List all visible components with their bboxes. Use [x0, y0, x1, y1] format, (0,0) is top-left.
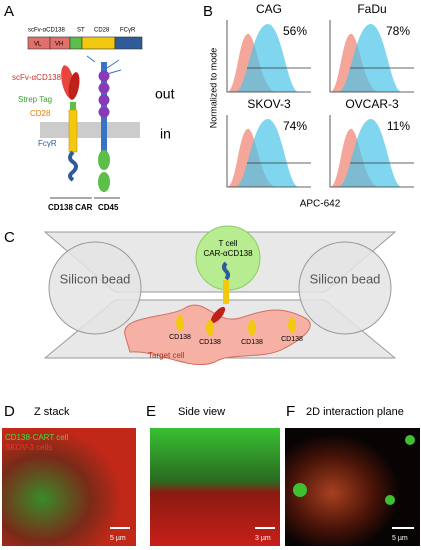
gate-percent: 56% — [283, 24, 307, 38]
scale-bar-label: 5 µm — [392, 535, 408, 542]
car-molecule — [61, 65, 80, 182]
st-segment — [69, 36, 83, 50]
cd45-molecule — [86, 55, 122, 192]
cd138-label: CD138 — [241, 339, 263, 346]
micrograph — [150, 428, 280, 546]
construct-label: ST — [77, 28, 85, 34]
gate-percent: 74% — [283, 119, 307, 133]
y-axis-label: Normalized to mode — [208, 48, 218, 129]
car-molecule — [210, 261, 230, 324]
gate-percent: 11% — [387, 119, 410, 133]
cell-spot — [293, 483, 307, 497]
membrane — [40, 122, 140, 138]
panel-e: E Side view 3 µm — [146, 403, 280, 546]
panel-title: Z stack — [34, 406, 70, 418]
segment-label: VH — [55, 42, 63, 48]
bead — [298, 241, 392, 335]
gate-percent: 78% — [386, 24, 410, 38]
cd45-label: CD45 — [98, 203, 119, 212]
plot-title: SKOV-3 — [247, 97, 291, 111]
part-label: CD28 — [30, 109, 51, 118]
histogram-sample — [338, 23, 402, 92]
cd138-label: CD138 — [199, 339, 221, 346]
cd138-label: CD138 — [281, 336, 303, 343]
panel-f: F 2D interaction plane 5 µm — [285, 403, 420, 546]
bead-label: Silicon bead — [60, 271, 131, 286]
cell-spot — [405, 435, 415, 445]
construct-label: CD28 — [94, 28, 110, 34]
panel-label: E — [146, 403, 156, 420]
part-label: scFv-αCD138 — [12, 73, 62, 82]
plot-axes — [329, 20, 414, 93]
part-label: Strep Tag — [18, 95, 52, 104]
cd138-label: CD138 — [169, 334, 191, 341]
scale-bar-label: 3 µm — [255, 535, 271, 542]
panel-c: C Silicon bead Silicon bead Target cell … — [4, 225, 397, 366]
plot-title: FaDu — [357, 2, 386, 16]
scale-bar-label: 5 µm — [110, 535, 126, 542]
panel-label: A — [4, 3, 14, 20]
plot-axes — [329, 115, 414, 188]
t-cell-label: T cell — [219, 239, 238, 248]
plot-title: CAG — [256, 2, 282, 16]
panel-title: 2D interaction plane — [306, 406, 404, 418]
plot-axes — [226, 115, 311, 188]
histogram-sample — [235, 118, 299, 187]
legend-red: SKOV-3 cells — [5, 443, 52, 452]
panel-a: A scFv-αCD138 ST CD28 FCγR VL VH scFv-αC… — [4, 3, 175, 212]
histogram-sample — [235, 23, 299, 92]
car-label: CAR-αCD138 — [203, 249, 253, 258]
panel-label: C — [4, 229, 15, 246]
histogram-sample — [338, 118, 402, 187]
out-label: out — [155, 86, 175, 102]
bead — [48, 241, 142, 335]
panel-title: Side view — [178, 406, 225, 418]
target-cell — [124, 304, 311, 366]
part-label: FcγR — [38, 139, 57, 148]
car-label: CD138 CAR — [48, 203, 93, 212]
in-label: in — [160, 126, 171, 142]
x-axis-label: APC-642 — [300, 199, 341, 210]
plot-axes — [226, 20, 311, 93]
target-label: Target cell — [148, 351, 185, 360]
bead-label: Silicon bead — [310, 271, 381, 286]
panel-label: F — [286, 403, 295, 420]
cd138-markers — [176, 315, 296, 336]
panel-label: B — [203, 3, 213, 20]
cell-spot — [385, 495, 395, 505]
micrograph — [2, 428, 136, 546]
plot-title: OVCAR-3 — [345, 97, 399, 111]
construct-label: scFv-αCD138 — [28, 28, 65, 34]
panel-b: B Normalized to mode APC-642 CAG56%FaDu7… — [203, 2, 414, 210]
construct-label: FCγR — [120, 28, 136, 34]
panel-label: D — [4, 403, 15, 420]
segment-label: VL — [34, 42, 42, 48]
cd28-segment — [81, 36, 116, 50]
micrograph — [285, 428, 420, 546]
fcr-segment — [114, 36, 143, 50]
legend-green: CD138-CART cell — [5, 433, 69, 442]
panel-d: D Z stack CD138-CART cell SKOV-3 cells 5… — [2, 403, 136, 546]
